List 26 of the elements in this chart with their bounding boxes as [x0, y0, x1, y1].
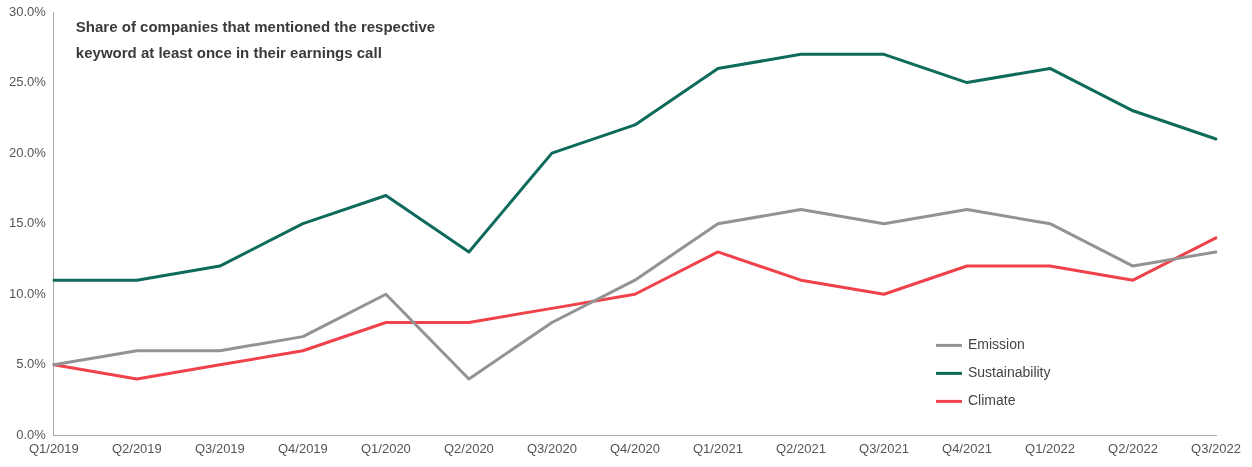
x-tick-label: Q2/2021	[776, 440, 826, 456]
x-tick-label: Q2/2022	[1108, 440, 1158, 456]
x-tick-label: Q4/2021	[942, 440, 992, 456]
x-tick-label: Q2/2019	[111, 440, 162, 456]
y-tick-label: 30.0%	[8, 3, 47, 19]
y-tick-label: 25.0%	[8, 74, 47, 90]
x-tick-label: Q1/2019	[28, 440, 79, 456]
text: Share of companies that mentioned the respective keyword at least once in their earnings call	[75, 17, 436, 61]
x-tick-label: Q1/2021	[693, 440, 743, 456]
x-tick-label: Q3/2020	[526, 440, 577, 456]
legend-label: Emission	[968, 336, 1025, 353]
x-tick-label: Q1/2020	[360, 440, 411, 456]
x-tick-label: Q1/2022	[1025, 440, 1075, 456]
y-tick-label: 15.0%	[8, 215, 47, 231]
y-tick-label: 20.0%	[8, 144, 47, 160]
x-tick-label: Q4/2020	[609, 440, 660, 456]
legend-label: Climate	[968, 392, 1016, 409]
y-tick-label: 0.0%	[16, 426, 47, 442]
legend-label: Sustainability	[968, 364, 1051, 381]
y-tick-label: 10.0%	[8, 285, 47, 301]
x-tick-label: Q3/2022	[1191, 440, 1241, 456]
x-tick-label: Q3/2019	[194, 440, 245, 456]
x-tick-label: Q4/2019	[277, 440, 328, 456]
y-tick-label: 5.0%	[16, 356, 47, 372]
x-tick-label: Q3/2021	[859, 440, 909, 456]
x-tick-label: Q2/2020	[443, 440, 494, 456]
